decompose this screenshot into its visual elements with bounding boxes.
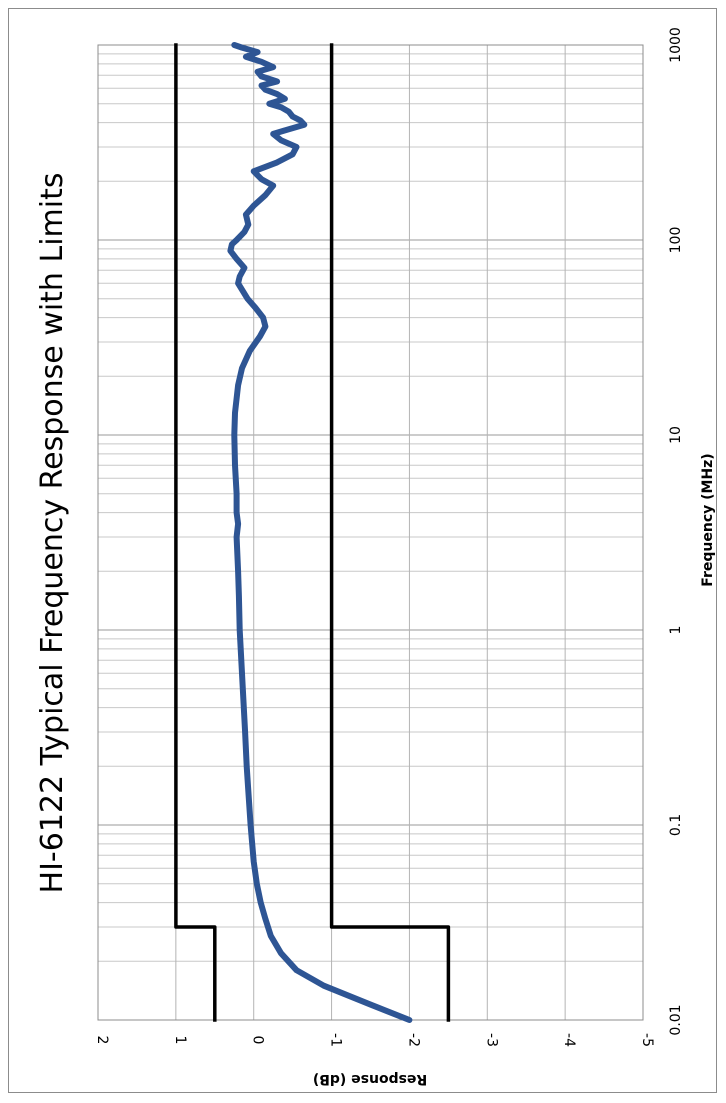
- chart-frame: [8, 8, 717, 1093]
- plot-area-border: [97, 44, 644, 1021]
- frequency-tick-label: 0.01: [668, 1004, 684, 1035]
- response-tick-labels: 2 1 0 -1 -2 -3 -4 -5: [94, 1033, 655, 1047]
- response-tick-label: -5: [639, 1033, 655, 1047]
- frequency-tick-label: 1000: [668, 27, 684, 63]
- lower-limit-line: [329, 43, 451, 1022]
- upper-limit-line: [174, 43, 217, 1022]
- x-axis-label: Frequency (MHz): [700, 453, 716, 586]
- response-tick-label: 2: [94, 1036, 110, 1045]
- y-axis-label: Response (dB): [313, 1071, 427, 1087]
- frequency-tick-labels: 0.01 0.1 1 10 100 1000: [668, 27, 684, 1035]
- frequency-tick-label: 10: [668, 426, 684, 444]
- frequency-tick-label: 100: [668, 227, 684, 254]
- series-group: [174, 42, 451, 1023]
- plot-area-rect: [97, 44, 644, 1021]
- response-tick-label: 1: [172, 1036, 188, 1045]
- frequency-tick-label: 0.1: [668, 814, 684, 836]
- grid-lines: [97, 44, 644, 1021]
- response-tick-label: -4: [561, 1033, 577, 1047]
- response-curve: [227, 42, 413, 1023]
- response-tick-label: -2: [405, 1033, 421, 1047]
- response-tick-label: 0: [250, 1036, 266, 1045]
- chart-title: HI-6122 Typical Frequency Response with …: [35, 173, 70, 894]
- frequency-tick-label: 1: [668, 626, 684, 635]
- response-tick-label: -1: [328, 1033, 344, 1047]
- response-tick-label: -3: [483, 1033, 499, 1047]
